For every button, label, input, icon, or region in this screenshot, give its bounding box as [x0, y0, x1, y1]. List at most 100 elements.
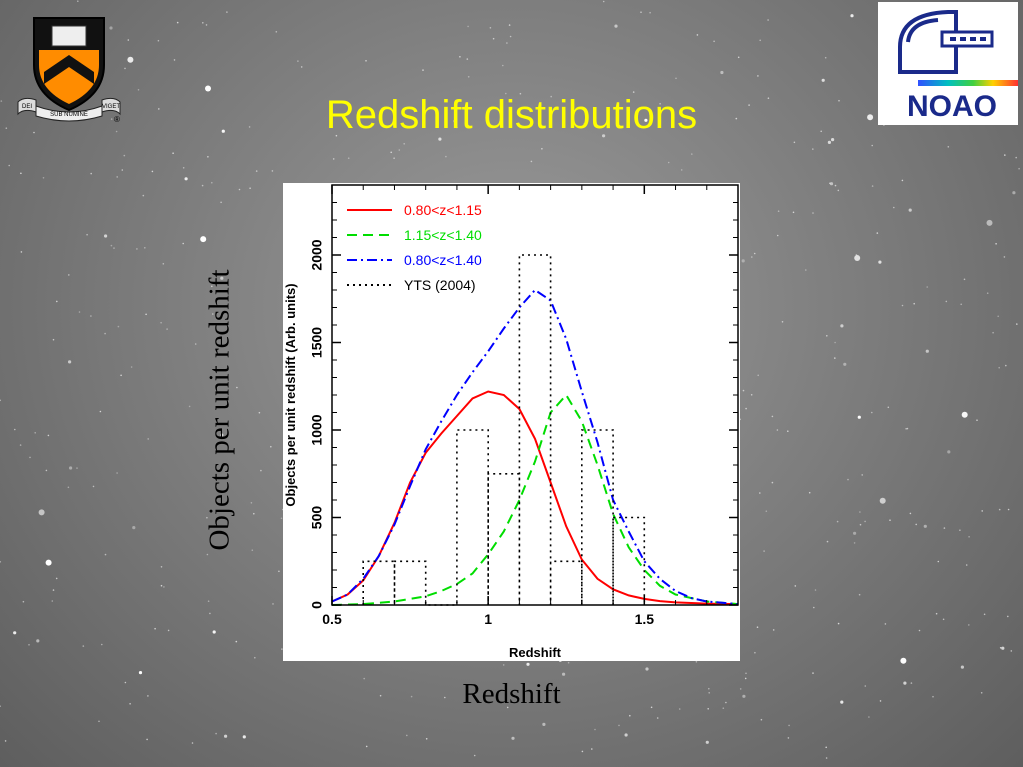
star — [236, 386, 238, 389]
star — [826, 335, 828, 337]
star — [757, 374, 759, 377]
star — [925, 349, 929, 353]
star — [176, 21, 179, 24]
star — [167, 629, 170, 632]
star — [541, 148, 543, 150]
star — [853, 531, 857, 535]
star — [258, 411, 261, 414]
star — [644, 118, 648, 122]
star — [980, 692, 983, 694]
star — [22, 600, 25, 603]
star — [453, 119, 457, 123]
star — [999, 647, 1002, 649]
star — [876, 232, 879, 234]
star — [104, 332, 106, 335]
star — [147, 695, 149, 697]
star — [753, 252, 756, 255]
star — [760, 718, 763, 721]
star — [82, 645, 85, 647]
star — [901, 304, 904, 307]
star — [13, 631, 17, 635]
star — [840, 700, 844, 704]
star — [656, 717, 659, 719]
y-tick-label: 2000 — [309, 239, 325, 270]
star — [750, 394, 753, 396]
star — [909, 512, 912, 515]
star — [923, 524, 927, 528]
star — [101, 643, 103, 646]
star — [347, 157, 350, 159]
star — [722, 707, 725, 709]
star — [594, 728, 596, 731]
star — [986, 219, 993, 226]
star — [871, 185, 874, 187]
star — [238, 188, 241, 191]
star — [825, 757, 828, 759]
star — [20, 172, 22, 175]
star — [0, 705, 1, 707]
star — [76, 467, 78, 469]
star — [767, 19, 769, 21]
x-tick-label: 1 — [484, 611, 492, 627]
star — [754, 651, 756, 654]
star — [581, 750, 584, 753]
star — [827, 140, 832, 144]
star — [113, 247, 115, 249]
star — [444, 696, 446, 699]
star — [794, 585, 797, 587]
legend-label: 0.80<z<1.15 — [404, 202, 482, 218]
star — [675, 77, 677, 80]
star — [116, 176, 118, 178]
star — [0, 561, 2, 563]
star — [781, 321, 784, 323]
star — [649, 11, 651, 14]
star — [184, 177, 188, 181]
motto-left: DEI — [22, 104, 32, 110]
star — [742, 389, 745, 392]
star — [981, 510, 983, 512]
star — [129, 703, 131, 705]
star — [110, 244, 113, 247]
star — [52, 338, 55, 341]
star — [850, 14, 854, 18]
star — [751, 256, 753, 258]
star — [253, 512, 255, 515]
star — [205, 85, 211, 92]
star — [614, 24, 618, 28]
star — [695, 661, 698, 663]
star — [14, 428, 16, 431]
star — [812, 672, 814, 674]
star — [422, 69, 424, 71]
star — [867, 114, 874, 121]
star — [68, 360, 72, 364]
star — [45, 559, 52, 566]
star — [56, 300, 58, 303]
star — [834, 184, 837, 187]
star — [858, 593, 861, 596]
star — [117, 325, 120, 328]
star — [889, 519, 891, 521]
star — [834, 357, 836, 359]
star — [211, 181, 213, 184]
star — [393, 157, 395, 159]
x-tick-label: 0.5 — [322, 611, 342, 627]
star — [960, 665, 965, 669]
star — [390, 151, 393, 154]
star — [250, 502, 253, 504]
star — [86, 233, 88, 236]
star — [707, 708, 709, 710]
star — [502, 64, 504, 67]
star — [947, 146, 950, 148]
star — [542, 722, 546, 727]
star — [67, 486, 70, 489]
star — [160, 584, 163, 587]
star — [759, 492, 761, 494]
star — [1007, 508, 1010, 511]
star — [776, 429, 779, 431]
star — [943, 527, 946, 529]
star — [550, 95, 552, 98]
star — [1012, 191, 1016, 195]
star — [410, 695, 413, 698]
star — [763, 550, 765, 552]
slide-y-axis-label: Objects per unit redshift — [203, 269, 236, 551]
